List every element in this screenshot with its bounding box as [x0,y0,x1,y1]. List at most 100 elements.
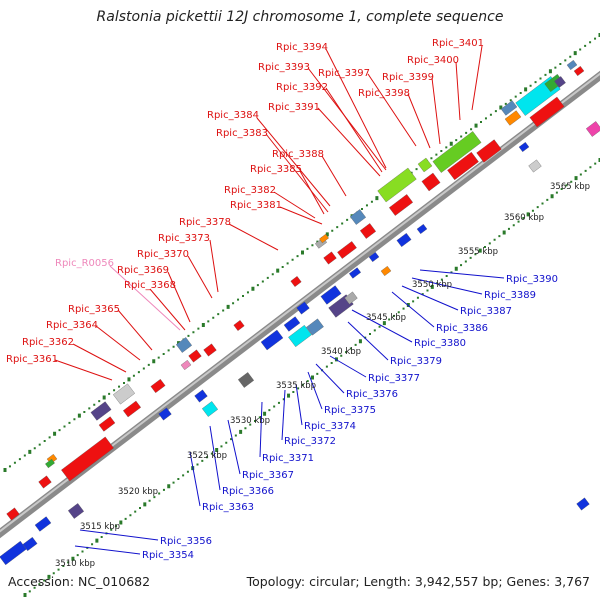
forward-gene-label[interactable]: Rpic_3401 [432,38,484,49]
forward-gene-label[interactable]: Rpic_3388 [272,149,324,160]
reverse-gene-block [201,401,219,417]
reverse-gene-block [22,536,38,552]
reverse-gene-block [344,291,358,305]
scale-tick [108,392,111,395]
forward-gene-label[interactable]: Rpic_3385 [250,164,302,175]
scale-tick [531,209,534,212]
scale-tick [325,232,329,237]
label-leader-line [367,73,417,147]
reverse-gene-label[interactable]: Rpic_3356 [160,536,212,547]
scale-label: 3555 kbp [458,247,498,257]
label-leader-line [209,239,219,293]
forward-gene-label[interactable]: Rpic_3384 [207,110,259,121]
forward-gene-label[interactable]: Rpic_3383 [216,128,268,139]
forward-gene-label[interactable]: Rpic_3400 [407,55,459,66]
scale-tick [341,222,344,225]
reverse-gene-label[interactable]: Rpic_3371 [262,453,314,464]
forward-gene-label[interactable]: Rpic_3397 [318,68,370,79]
reverse-gene-label[interactable]: Rpic_3377 [368,373,420,384]
scale-tick [306,380,309,383]
scale-tick [361,208,363,210]
scale-tick [67,561,70,564]
forward-gene-label[interactable]: Rpic_3381 [230,200,282,211]
scale-tick [8,465,11,468]
scale-labels: 3510 kbp 3515 kbp 3520 kbp 3525 kbp 3530 kbp… [55,182,590,569]
forward-gene-label[interactable]: Rpic_3361 [6,354,58,365]
label-leader-line [54,359,113,381]
reverse-gene-label[interactable]: Rpic_3363 [202,502,254,513]
reverse-gene-block [380,265,392,277]
forward-gene-label[interactable]: Rpic_3368 [124,280,176,291]
scale-tick [62,565,65,567]
scale-tick [579,48,582,51]
forward-gene-label[interactable]: Rpic_3392 [276,82,328,93]
reverse-gene-label[interactable]: Rpic_3372 [284,436,336,447]
forward-gene-label[interactable]: Rpic_3399 [382,72,434,83]
forward-gene-block [203,343,217,357]
reverse-gene-label[interactable]: Rpic_3387 [460,306,512,317]
scale-tick [589,166,592,169]
reverse-gene-label[interactable]: Rpic_3389 [484,290,536,301]
scale-tick [162,488,165,491]
scale-tick [349,347,352,350]
label-leader-line [407,93,431,149]
scale-tick [172,345,175,348]
reverse-gene-label[interactable]: Rpic_3376 [346,389,398,400]
label-leader-line [74,545,141,555]
label-leader-line [72,343,127,373]
scale-tick [43,440,46,442]
forward-gene-label[interactable]: Rpic_3382 [224,185,276,196]
scale-label: 3535 kbp [276,381,316,391]
forward-gene-label[interactable]: Rpic_3369 [117,265,169,276]
label-leader-line [325,87,383,173]
scale-tick [76,554,79,557]
forward-gene-label[interactable]: Rpic_3364 [46,320,98,331]
scale-tick [196,463,199,466]
forward-gene-label[interactable]: Rpic_3370 [137,249,189,260]
scale-tick [254,420,256,422]
scale-tick [286,262,289,265]
reverse-gene-label[interactable]: Rpic_3367 [242,470,294,481]
scale-tick [263,411,267,416]
reverse-gene-label[interactable]: Rpic_3379 [390,356,442,367]
scale-tick [115,525,118,528]
scale-tick [282,398,285,401]
reverse-gene-label[interactable]: Rpic_3390 [506,274,558,285]
reverse-gene-label[interactable]: Rpic_3366 [222,486,274,497]
scale-tick [504,102,507,105]
scale-tick [153,496,156,499]
reverse-gene-label[interactable]: Rpic_3386 [436,323,488,334]
forward-gene-label[interactable]: Rpic_3393 [258,62,310,73]
scale-tick [365,204,368,207]
forward-gene-label[interactable]: Rpic_3394 [276,42,328,53]
reverse-gene-label[interactable]: Rpic_3374 [304,421,356,432]
forward-gene-block [6,507,20,521]
scale-tick [73,418,76,421]
forward-gene-label[interactable]: Rpic_3365 [68,304,120,315]
rna-gene-label[interactable]: Rpic_R0056 [55,258,114,269]
scale-tick [465,131,468,134]
scale-label: 3540 kbp [321,347,361,357]
scale-tick [192,331,195,334]
reverse-gene-label[interactable]: Rpic_3354 [142,550,194,561]
forward-gene-block [349,209,367,225]
scale-tick [13,461,16,464]
scale-tick [142,367,145,370]
reverse-gene-label[interactable]: Rpic_3375 [324,405,376,416]
scale-tick [33,586,36,589]
label-leader-line [317,107,381,177]
reverse-gene-label[interactable]: Rpic_3380 [414,338,466,349]
label-leader-line [117,309,153,351]
forward-gene-label[interactable]: Rpic_3362 [22,337,74,348]
scale-tick [167,349,170,352]
forward-gene-label[interactable]: Rpic_3398 [358,88,410,99]
forward-gene-label[interactable]: Rpic_3373 [158,233,210,244]
scale-tick [182,474,185,477]
forward-gene-label[interactable]: Rpic_3378 [179,217,231,228]
scale-tick [237,298,240,301]
scale-tick [172,481,175,484]
forward-gene-block [290,276,302,287]
scale-tick [480,121,482,123]
scale-tick [536,206,539,209]
forward-gene-label[interactable]: Rpic_3391 [268,102,320,113]
